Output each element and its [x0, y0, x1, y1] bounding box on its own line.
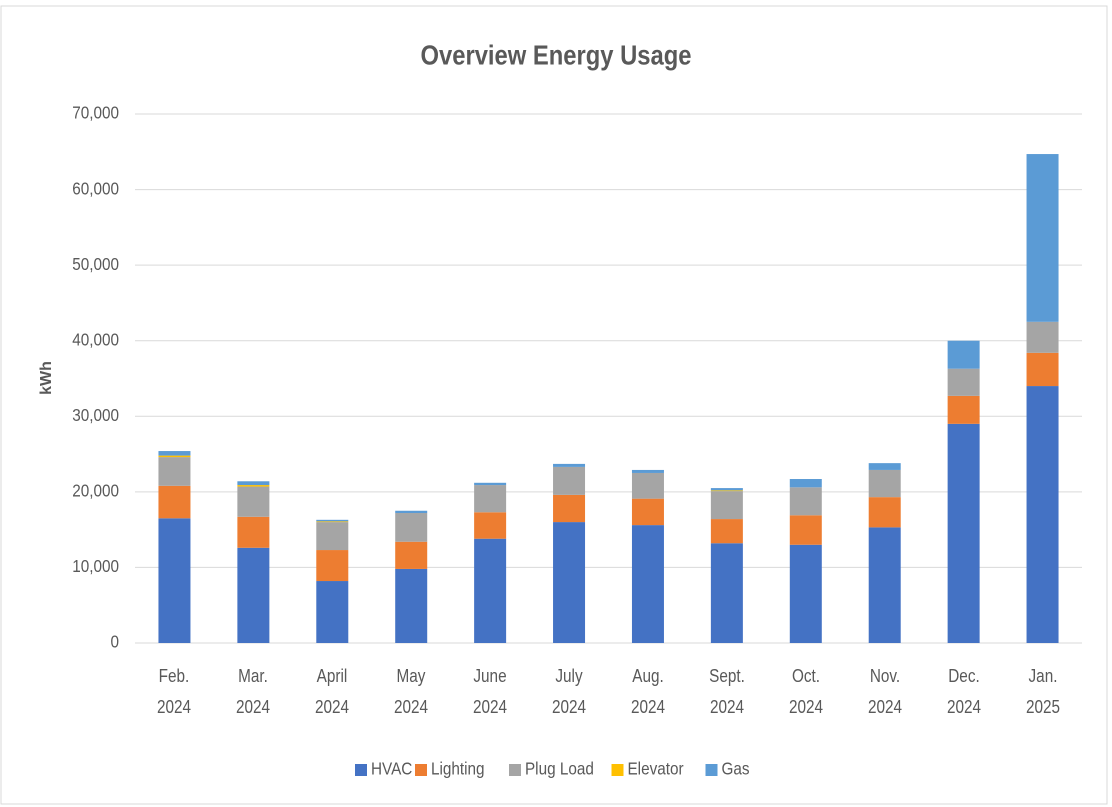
bar-segment: [474, 482, 507, 486]
legend-label: Gas: [722, 759, 750, 779]
legend-swatch: [705, 764, 718, 776]
bar-segment: [395, 513, 428, 542]
bar-segment: [158, 518, 191, 643]
bar-segment: [710, 491, 743, 520]
x-tick-label: Feb. 2024: [157, 666, 192, 717]
bar-segment: [553, 522, 586, 643]
bar-segment: [237, 485, 270, 487]
y-tick-label: 30,000: [72, 405, 119, 425]
bar-segment: [631, 469, 664, 473]
bar-segment: [316, 550, 349, 582]
bar-segment: [395, 510, 428, 514]
bar-segment: [1026, 321, 1059, 353]
bar-segment: [158, 457, 191, 486]
bar-segment: [710, 488, 743, 491]
x-tick-label: June 2024: [473, 666, 508, 717]
bar-segment: [631, 472, 664, 499]
x-tick-label: Sept. 2024: [709, 666, 745, 717]
legend-swatch: [509, 764, 521, 776]
bar-segment: [237, 516, 270, 548]
bar-segment: [474, 512, 507, 539]
bar-segment: [947, 423, 980, 643]
bar-segment: [395, 568, 428, 643]
bar-segment: [237, 486, 270, 517]
bar-segment: [237, 481, 270, 486]
bar-segment: [395, 541, 428, 569]
bar-segment: [237, 547, 270, 643]
chart-title: Overview Energy Usage: [420, 39, 691, 71]
bar-segment: [710, 519, 743, 544]
legend-swatch: [611, 764, 624, 776]
bar-segment: [158, 451, 191, 456]
bar-segment: [710, 490, 743, 492]
chart-border: [0, 5, 1108, 805]
y-tick-label: 0: [110, 632, 119, 652]
bar-segment: [316, 581, 349, 643]
bar-segment: [474, 538, 507, 643]
legend-swatch: [415, 764, 427, 776]
x-tick-label: May 2024: [394, 666, 429, 717]
y-tick-label: 70,000: [72, 103, 119, 123]
x-tick-label: Jan. 2025: [1025, 666, 1060, 717]
bar-segment: [1026, 352, 1059, 387]
bar-segment: [789, 487, 822, 516]
x-tick-label: Aug. 2024: [630, 666, 665, 717]
y-tick-label: 40,000: [72, 329, 119, 349]
x-tick-label: Oct. 2024: [788, 666, 823, 717]
bar-segment: [789, 515, 822, 545]
bar-segment: [868, 497, 901, 528]
bar-segment: [158, 455, 191, 458]
bar-segment: [631, 498, 664, 526]
y-tick-label: 50,000: [72, 254, 119, 274]
bar-segment: [553, 466, 586, 495]
bar-segment: [631, 525, 664, 643]
bar-segment: [553, 494, 586, 523]
bar-segment: [789, 479, 822, 488]
legend-label: Lighting: [431, 759, 485, 779]
bar-segment: [316, 519, 349, 522]
bar-segment: [868, 463, 901, 470]
x-tick-label: Nov. 2024: [867, 666, 902, 717]
bar-segment: [710, 543, 743, 643]
bar-segment: [947, 340, 980, 369]
legend-label: Elevator: [628, 759, 684, 779]
bar-segment: [789, 544, 822, 643]
x-tick-label: July 2024: [552, 666, 587, 717]
x-tick-label: Mar. 2024: [236, 666, 271, 717]
y-tick-label: 20,000: [72, 480, 119, 500]
bar-segment: [868, 527, 901, 643]
bar-segment: [868, 469, 901, 498]
bar-segment: [158, 485, 191, 519]
bar-segment: [474, 485, 507, 513]
y-axis-label: kWh: [38, 361, 55, 395]
x-tick-label: Dec. 2024: [946, 666, 981, 717]
x-tick-label: April 2024: [315, 666, 350, 717]
bar-segment: [1026, 154, 1059, 322]
bar-segment: [316, 522, 349, 551]
bar-segment: [553, 463, 586, 467]
legend-swatch: [355, 764, 367, 776]
legend-label: HVAC: [371, 759, 412, 779]
bar-segment: [316, 521, 349, 523]
bar-segment: [947, 395, 980, 424]
legend-label: Plug Load: [525, 759, 594, 779]
y-tick-label: 60,000: [72, 178, 119, 198]
y-tick-label: 10,000: [72, 556, 119, 576]
bar-segment: [947, 368, 980, 396]
bar-segment: [1026, 386, 1059, 643]
